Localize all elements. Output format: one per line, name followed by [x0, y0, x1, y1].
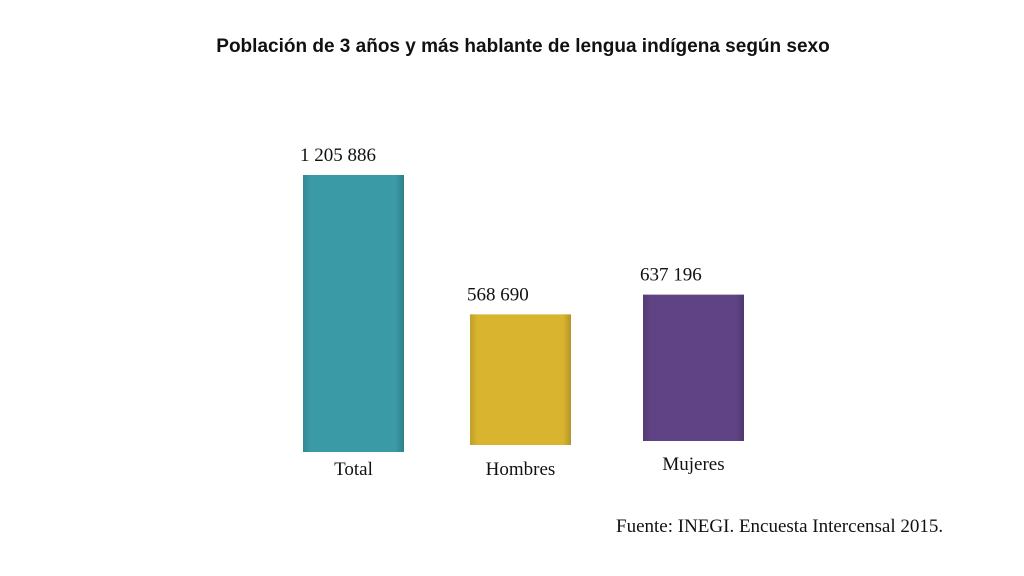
- category-label-mujeres: Mujeres: [662, 454, 724, 475]
- chart-title: Población de 3 años y más hablante de le…: [216, 36, 830, 57]
- source-note: Fuente: INEGI. Encuesta Intercensal 2015…: [616, 516, 944, 537]
- value-label-total: 1 205 886: [300, 145, 376, 166]
- category-label-hombres: Hombres: [486, 459, 556, 480]
- bar-mujeres-shading: [643, 294, 744, 441]
- bar-hombres-shading: [470, 314, 571, 445]
- value-label-mujeres: 637 196: [640, 265, 702, 286]
- bar-total-shading: [303, 175, 404, 452]
- value-label-hombres: 568 690: [467, 284, 529, 305]
- category-label-total: Total: [334, 459, 373, 480]
